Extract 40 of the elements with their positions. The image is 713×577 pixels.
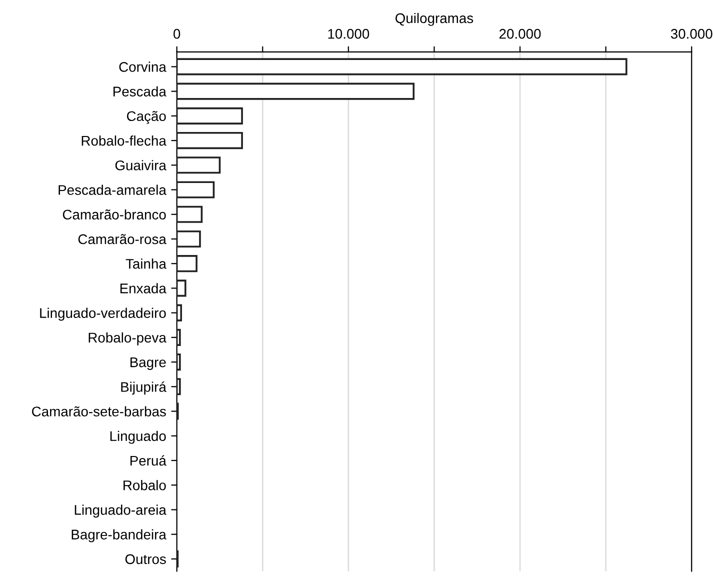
y-tick-label: Linguado-verdadeiro: [40, 308, 166, 321]
bar: [176, 156, 221, 174]
bar: [176, 328, 181, 346]
y-tick-label: Outros: [125, 554, 166, 564]
y-tick-label: Bijupirá: [121, 382, 166, 395]
y-tick-label: Bagre: [130, 358, 166, 370]
bar: [176, 354, 181, 371]
bar: [176, 280, 186, 297]
bar: [176, 255, 198, 272]
x-tick-label: 0: [174, 28, 180, 39]
bar: [176, 58, 628, 76]
y-tick-label: Camarão-branco: [62, 209, 166, 220]
y-tick-label: Enxada: [120, 283, 166, 294]
y-tick-label: Robalo-peva: [88, 332, 166, 346]
y-tick-label: Robalo-flecha: [82, 136, 166, 146]
y-tick-label: Guaivira: [115, 160, 166, 170]
y-tick-label: Tainha: [126, 258, 166, 269]
bar: [176, 181, 215, 198]
y-tick-label: Camarão-sete-barbas: [32, 406, 166, 416]
x-axis-title: Quilogramas: [396, 12, 474, 26]
x-tick-label: 10.000: [328, 28, 370, 39]
y-tick-label: Pescada: [114, 86, 166, 96]
y-tick-label: Bagre-bandeira: [72, 529, 166, 542]
y-tick-label: Camarão-rosa: [78, 234, 166, 244]
bar: [176, 107, 243, 124]
y-tick-label: Peruá: [130, 455, 166, 466]
x-tick-label: 30.000: [670, 28, 712, 39]
y-tick-label: Pescada-amarela: [58, 184, 166, 195]
y-tick-label: Linguado-areia: [74, 504, 166, 518]
bar: [176, 378, 181, 396]
x-tick-label: 20.000: [499, 28, 541, 39]
y-tick-label: Cação: [126, 110, 166, 124]
bar: [176, 206, 203, 223]
y-tick-label: Corvina: [119, 62, 166, 72]
y-tick-label: Robalo: [124, 480, 166, 490]
bar: [176, 230, 201, 248]
bar: [176, 132, 243, 150]
y-tick-label: Linguado: [110, 430, 166, 444]
bar: [176, 82, 415, 100]
bar: [176, 304, 182, 322]
